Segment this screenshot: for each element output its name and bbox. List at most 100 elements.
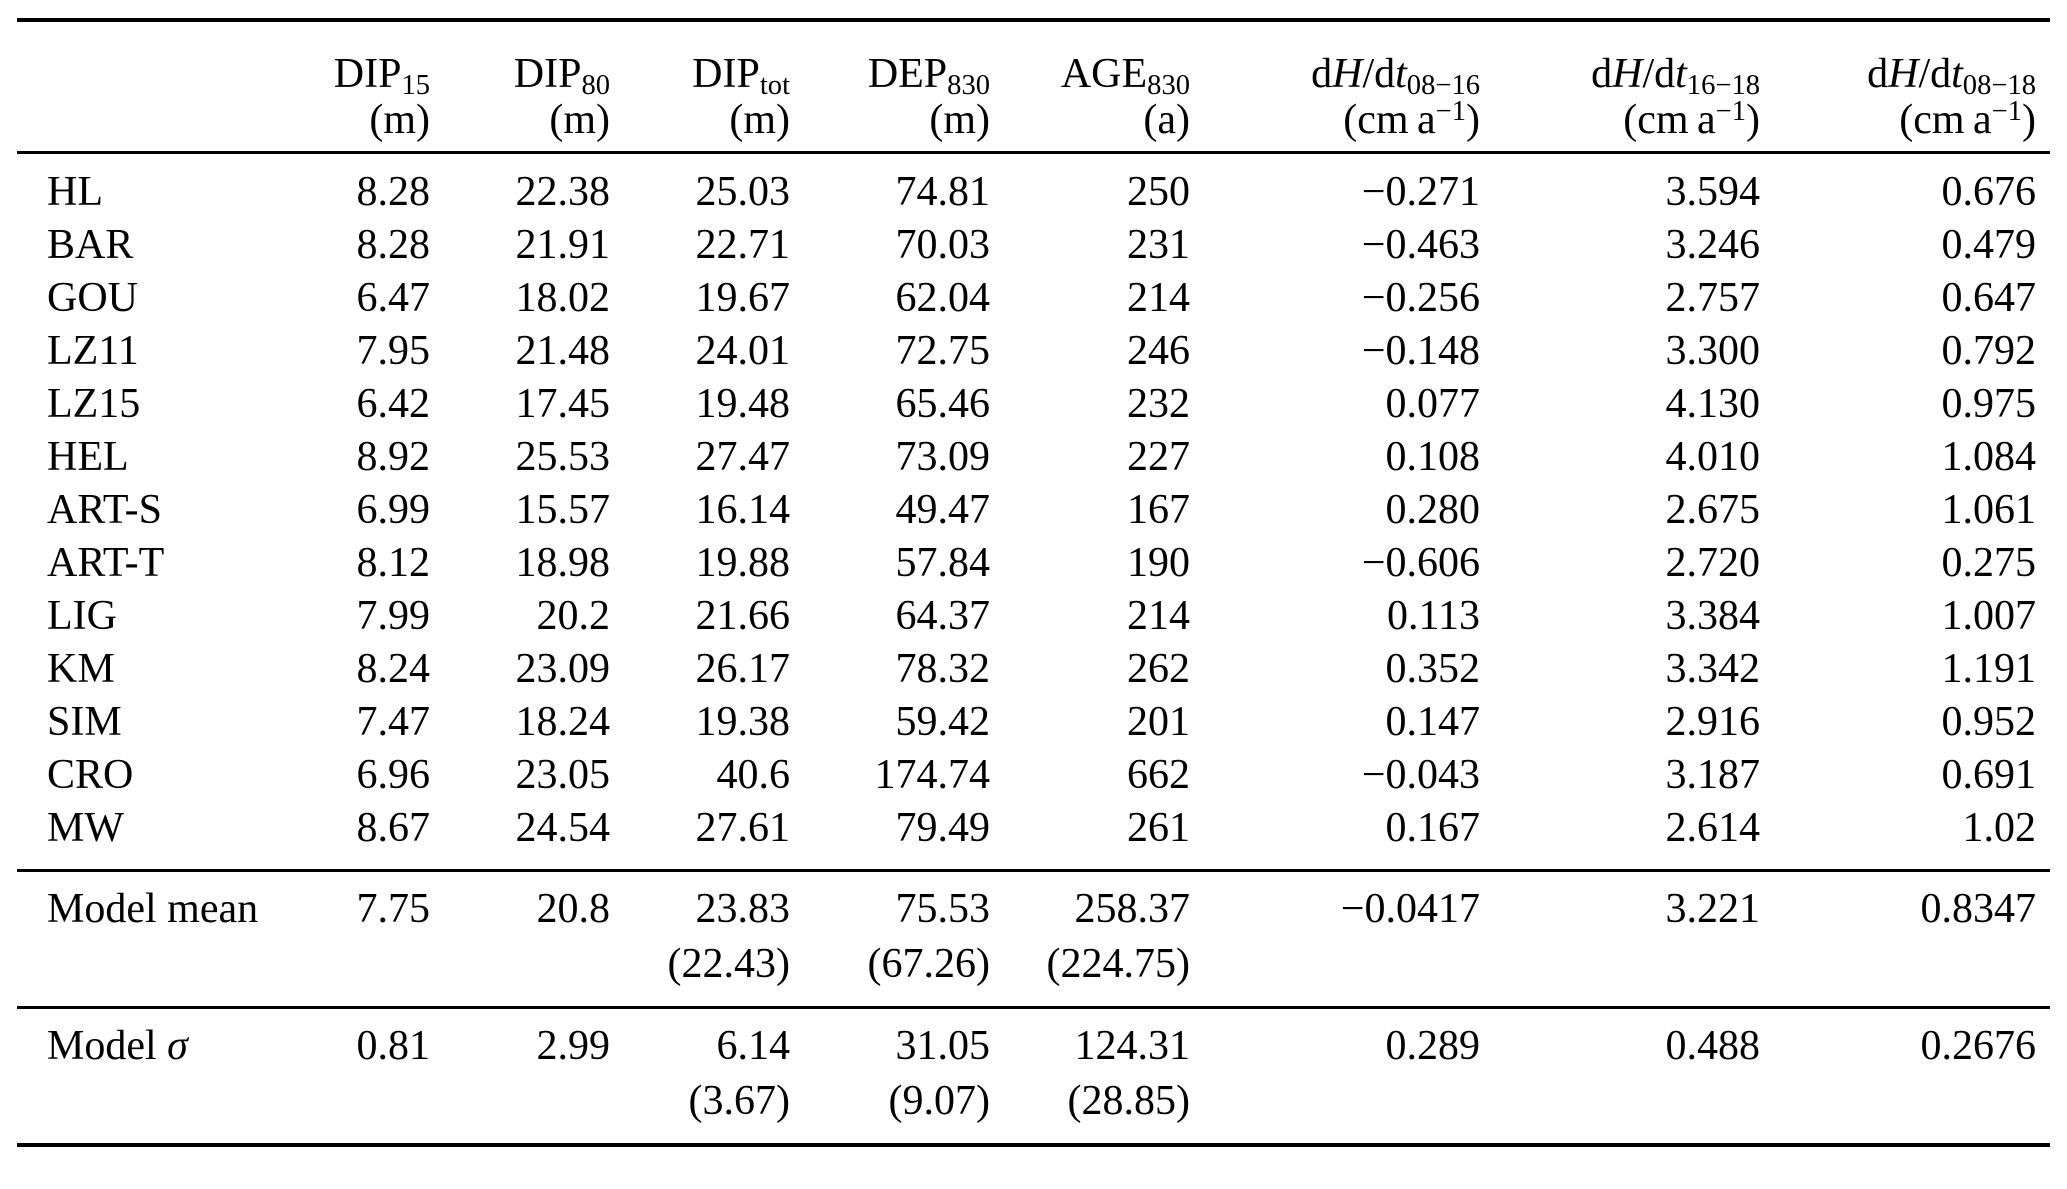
column-unit-diptot: (m): [729, 97, 790, 144]
column-header-site: [17, 20, 285, 96]
cell: 6.42: [356, 380, 431, 427]
cell: 3.342: [1665, 645, 1761, 692]
summary-value: 20.8: [536, 885, 611, 932]
cell: 20.2: [536, 592, 611, 639]
summary-paren-value: [285, 1074, 430, 1129]
cell: 16.14: [695, 486, 791, 533]
cell: 258.37 (224.75): [990, 870, 1190, 1007]
table-row-LZ11: LZ11 7.95 21.48 24.01 72.75 246 −0.148 3.300 0.7…: [17, 325, 2050, 378]
table-row-LZ15: LZ15 6.42 17.45 19.48 65.46 232 0.077 4.130 0.97…: [17, 378, 2050, 431]
cell: 0.792: [1941, 327, 2037, 374]
row-label: LZ15: [47, 380, 141, 427]
cell: 59.42: [895, 698, 991, 745]
summary-value: 3.221: [1665, 885, 1761, 932]
cell: 261: [1127, 804, 1190, 851]
column-unit-age830: (a): [1143, 97, 1190, 144]
cell: 250: [1127, 168, 1190, 215]
cell: −0.0417: [1190, 870, 1480, 1007]
row-label: MW: [47, 804, 124, 851]
cell: 8.28: [356, 168, 431, 215]
cell: 0.147: [1385, 698, 1481, 745]
summary-value: 75.53: [895, 885, 991, 932]
cell: 2.720: [1665, 539, 1761, 586]
summary-paren-value: [1760, 1074, 2036, 1129]
cell: −0.606: [1361, 539, 1480, 586]
cell: 25.03: [695, 168, 791, 215]
cell: 78.32: [895, 645, 991, 692]
cell: 6.99: [356, 486, 431, 533]
row-label: ART-S: [47, 486, 162, 533]
cell: 18.24: [515, 698, 611, 745]
cell: 17.45: [515, 380, 611, 427]
cell: 0.8347: [1760, 870, 2050, 1007]
cell: 4.010: [1665, 433, 1761, 480]
cell: 62.04: [895, 274, 991, 321]
cell: 1.007: [1941, 592, 2037, 639]
summary-paren-value: (224.75): [1046, 940, 1190, 987]
summary-paren-value: [1190, 937, 1480, 992]
cell: 7.47: [356, 698, 431, 745]
cell: 74.81: [895, 168, 991, 215]
cell: 19.48: [695, 380, 791, 427]
cell: 7.99: [356, 592, 431, 639]
summary-label: Model mean: [47, 885, 259, 932]
cell: 6.47: [356, 274, 431, 321]
cell: 0.113: [1387, 592, 1480, 639]
column-header-dip15: DIP15: [333, 50, 430, 102]
cell: 79.49: [895, 804, 991, 851]
summary-paren-value: [1480, 1074, 1760, 1129]
cell: 31.05 (9.07): [790, 1007, 990, 1145]
column-header-dhdt_16_18: dH/dt16−18: [1591, 50, 1760, 102]
cell: 2.757: [1665, 274, 1761, 321]
table-row-LIG: LIG 7.99 20.2 21.66 64.37 214 0.113 3.384 1.007: [17, 590, 2050, 643]
cell: 3.187: [1665, 751, 1761, 798]
cell: 3.221: [1480, 870, 1761, 1007]
cell: 190: [1127, 539, 1190, 586]
header-names-row: DIP15 DIP80 DIPtot DEP830 AGE830 dH/dt08−16 dH…: [17, 20, 2050, 102]
cell: 8.24: [356, 645, 431, 692]
table-body: HL 8.28 22.38 25.03 74.81 250 −0.271 3.594 0.676…: [17, 152, 2050, 870]
cell: 65.46: [895, 380, 991, 427]
cell: 0.488: [1480, 1007, 1761, 1145]
cell: 2.675: [1665, 486, 1761, 533]
table-row-ART-T: ART-T 8.12 18.98 19.88 57.84 190 −0.606 2.720 0.…: [17, 537, 2050, 590]
cell: −0.043: [1361, 751, 1480, 798]
cell: 27.47: [695, 433, 791, 480]
cell: 3.300: [1665, 327, 1761, 374]
summary-paren-value: (28.85): [1067, 1077, 1190, 1124]
cell: 18.98: [515, 539, 611, 586]
column-unit-dhdt_08_16: (cm a−1): [1343, 96, 1480, 144]
row-label: HL: [47, 168, 103, 215]
cell: 0.352: [1385, 645, 1481, 692]
cell: 0.280: [1385, 486, 1481, 533]
summary-value: 0.81: [356, 1022, 431, 1069]
summary-paren-value: [430, 937, 610, 992]
cell: 8.28: [356, 221, 431, 268]
cell: 19.88: [695, 539, 791, 586]
table-row-ART-S: ART-S 6.99 15.57 16.14 49.47 167 0.280 2.675 1.0…: [17, 484, 2050, 537]
cell: 262: [1127, 645, 1190, 692]
header-units-row: (m) (m) (m) (m) (a) (cm a−1) (cm a−1) (cm a−1): [17, 96, 2050, 152]
cell: 0.479: [1941, 221, 2037, 268]
cell: 3.594: [1665, 168, 1761, 215]
cell: 124.31 (28.85): [990, 1007, 1190, 1145]
cell: 26.17: [695, 645, 791, 692]
cell: 6.96: [356, 751, 431, 798]
column-unit-site: [17, 96, 285, 152]
cell: 1.191: [1941, 645, 2037, 692]
row-label: ART-T: [47, 539, 165, 586]
summary-paren-value: [430, 1074, 610, 1129]
table-row-BAR: BAR 8.28 21.91 22.71 70.03 231 −0.463 3.246 0.47…: [17, 219, 2050, 272]
cell: 0.108: [1385, 433, 1481, 480]
cell: 15.57: [515, 486, 611, 533]
row-label: KM: [47, 645, 115, 692]
cell: 21.66: [695, 592, 791, 639]
cell: 64.37: [895, 592, 991, 639]
cell: 8.67: [356, 804, 431, 851]
summary-value: 31.05: [895, 1022, 991, 1069]
summary-value: 23.83: [695, 885, 791, 932]
cell: 7.95: [356, 327, 431, 374]
row-label: LIG: [47, 592, 117, 639]
model-mean-section: Model mean 7.75 20.8 23.83 (22.43) 75.53 (67.2…: [17, 870, 2050, 1007]
cell: 57.84: [895, 539, 991, 586]
